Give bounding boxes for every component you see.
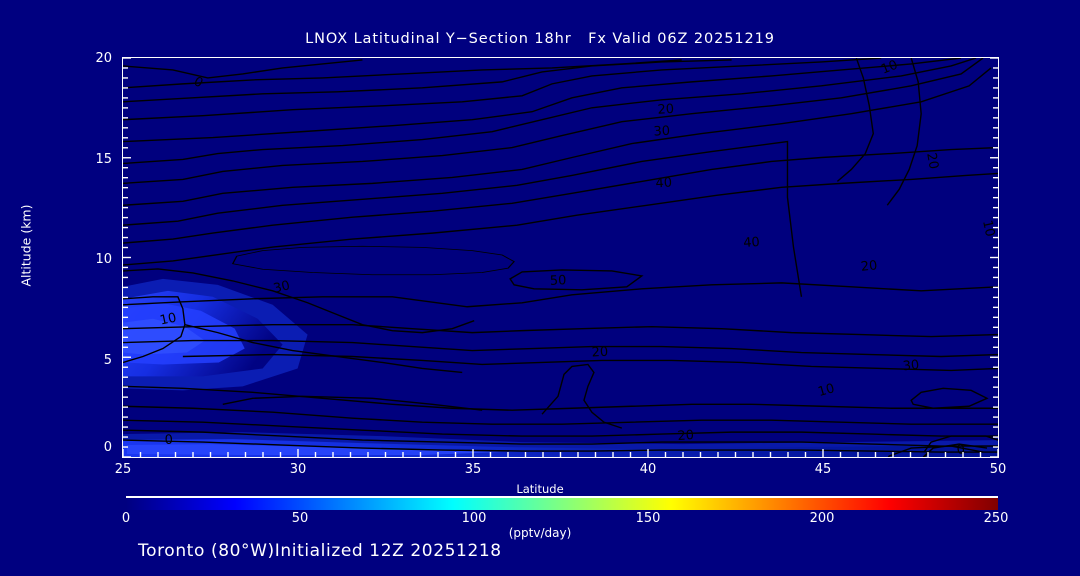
svg-text:20: 20	[923, 152, 941, 171]
x-tick-label-45: 45	[814, 462, 832, 477]
contour-labels: 0 10 20 30 40 50 40 20 30 10 20 30 10 20…	[159, 58, 998, 457]
x-axis-label: Latitude	[516, 482, 564, 496]
footer-caption: Toronto (80°W)Initialized 12Z 20251218	[138, 541, 502, 561]
contour-plot-svg: 0 10 20 30 40 50 40 20 30 10 20 30 10 20…	[123, 58, 998, 457]
chart-title: LNOX Latitudinal Y−Section 18hr Fx Valid…	[305, 31, 775, 47]
y-tick-label-15: 15	[95, 152, 112, 167]
svg-text:30: 30	[272, 278, 292, 297]
colorbar[interactable]	[126, 496, 998, 510]
y-axis-label: Altitude (km)	[18, 204, 34, 287]
x-axis-ticks	[123, 58, 998, 457]
y-tick-label-0: 0	[103, 440, 112, 455]
contour-plot-area[interactable]: 0 10 20 30 40 50 40 20 30 10 20 30 10 20…	[122, 57, 999, 458]
colorbar-tick-150: 150	[635, 511, 661, 526]
colorbar-tick-100: 100	[461, 511, 487, 526]
y-tick-label-20: 20	[95, 51, 112, 66]
svg-text:20: 20	[657, 102, 674, 118]
svg-text:0: 0	[164, 433, 173, 448]
colorbar-tick-50: 50	[291, 511, 309, 526]
y-tick-label-5: 5	[103, 353, 112, 368]
y-tick-label-10: 10	[95, 252, 112, 267]
svg-text:10: 10	[979, 219, 997, 238]
contour-lines	[123, 58, 998, 457]
x-tick-label-30: 30	[289, 462, 307, 477]
x-tick-label-50: 50	[989, 462, 1007, 477]
svg-text:20: 20	[677, 428, 694, 444]
svg-text:40: 40	[655, 176, 672, 192]
svg-text:20: 20	[591, 345, 608, 361]
svg-text:30: 30	[653, 124, 670, 140]
colorbar-gradient	[126, 496, 998, 510]
colorbar-tick-250: 250	[983, 511, 1009, 526]
svg-text:50: 50	[550, 273, 567, 289]
colorbar-tick-200: 200	[809, 511, 835, 526]
svg-text:40: 40	[743, 235, 760, 251]
svg-text:20: 20	[860, 258, 878, 275]
x-tick-label-40: 40	[639, 462, 657, 477]
svg-text:10: 10	[879, 58, 900, 78]
plot-background	[123, 58, 998, 457]
x-tick-label-35: 35	[464, 462, 482, 477]
svg-text:10: 10	[159, 310, 178, 328]
svg-text:10: 10	[816, 381, 836, 400]
colorbar-tick-0: 0	[121, 511, 131, 526]
svg-text:0: 0	[956, 442, 966, 457]
svg-text:30: 30	[902, 358, 920, 375]
colorbar-units-label: (pptv/day)	[508, 526, 572, 540]
x-tick-label-25: 25	[114, 462, 132, 477]
